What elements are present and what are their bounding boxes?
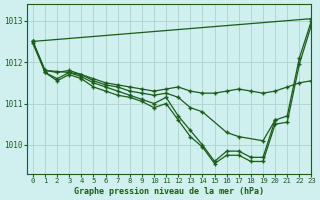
X-axis label: Graphe pression niveau de la mer (hPa): Graphe pression niveau de la mer (hPa) bbox=[74, 187, 264, 196]
